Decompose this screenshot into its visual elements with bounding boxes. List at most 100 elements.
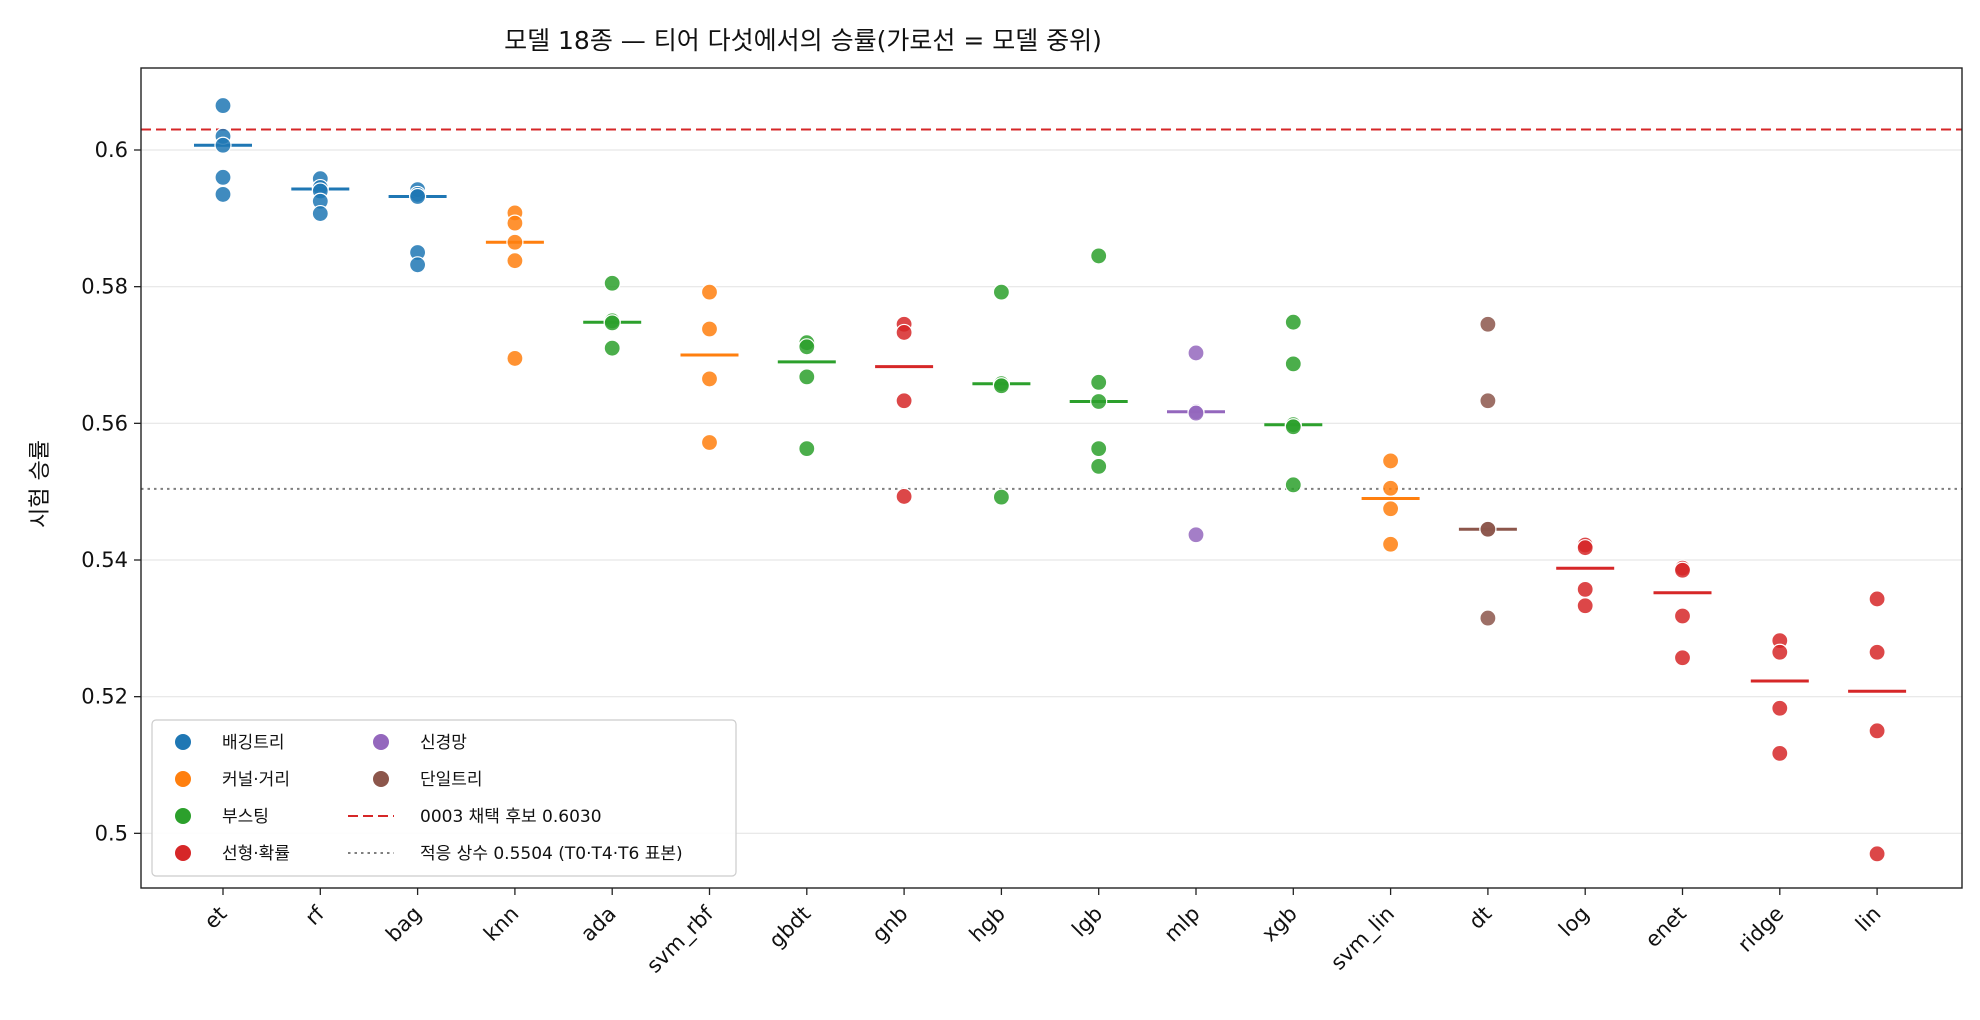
data-point-gnb (895, 323, 913, 342)
x-tick-label-bag: bag (381, 902, 426, 947)
y-tick-label: 0.58 (81, 275, 128, 299)
x-tick-label-et: et (200, 902, 232, 934)
data-point-ada (603, 274, 621, 292)
data-point-gnb (895, 392, 913, 410)
data-point-gbdt (798, 440, 816, 458)
data-point-mlp (1187, 344, 1205, 362)
data-point-dt (1479, 609, 1497, 627)
x-tick-label-svm_lin: svm_lin (1326, 902, 1400, 976)
data-point-enet (1673, 561, 1692, 579)
x-tick-label-gbdt: gbdt (764, 902, 815, 953)
data-point-lgb (1090, 440, 1108, 458)
data-point-ridge (1771, 744, 1789, 762)
data-point-lgb (1090, 373, 1108, 391)
data-point-gbdt (798, 368, 816, 386)
data-point-lgb (1090, 457, 1108, 475)
data-point-svm_rbf (700, 320, 719, 338)
legend-label-neural: 신경망 (420, 733, 467, 753)
plot-frame (140, 67, 1963, 889)
data-point-svm_rbf (700, 283, 719, 301)
x-axis-ticks: et rf bag knn ada svm_rbf gbdt gnb hgb lgb mlp xgb s… (200, 888, 1886, 978)
data-point-bag (409, 187, 427, 206)
x-tick-label-lin: lin (1851, 902, 1886, 937)
data-point-svm_lin (1381, 500, 1400, 518)
data-points (214, 96, 1886, 863)
x-tick-label-log: log (1554, 902, 1594, 942)
x-tick-label-rf: rf (301, 901, 330, 930)
x-tick-label-enet: enet (1641, 902, 1691, 952)
y-axis-label: 시험 승률 (28, 440, 53, 528)
x-tick-label-ridge: ridge (1733, 902, 1788, 957)
x-tick-label-dt: dt (1464, 902, 1496, 934)
x-tick-label-svm_rbf: svm_rbf (642, 901, 719, 978)
legend-label-ref-0: 0003 채택 후보 0.6030 (420, 807, 602, 827)
data-point-hgb (992, 488, 1011, 506)
data-point-xgb (1284, 476, 1302, 494)
data-point-xgb (1284, 355, 1302, 373)
data-point-svm_lin (1381, 479, 1400, 497)
data-point-svm_rbf (700, 370, 719, 388)
y-tick-label: 0.6 (95, 138, 128, 162)
data-point-lgb (1090, 392, 1108, 411)
data-point-log (1576, 597, 1594, 615)
data-point-svm_lin (1381, 535, 1400, 553)
data-point-lgb (1090, 247, 1108, 265)
x-tick-label-ada: ada (576, 902, 621, 947)
data-point-enet (1673, 607, 1692, 625)
data-point-dt (1479, 520, 1497, 538)
legend-label-ref-1: 적응 상수 0.5504 (T0·T4·T6 표본) (420, 844, 683, 864)
data-point-knn (506, 214, 524, 232)
data-point-hgb (992, 283, 1011, 301)
x-tick-label-lgb: lgb (1067, 902, 1107, 942)
data-point-et (214, 185, 232, 204)
data-point-log (1576, 539, 1594, 557)
x-tick-label-gnb: gnb (867, 902, 912, 947)
data-point-knn (506, 349, 524, 368)
data-point-gnb (895, 487, 913, 506)
data-point-mlp (1187, 404, 1205, 422)
grid-lines (141, 149, 1962, 834)
data-point-svm_rbf (700, 433, 719, 452)
data-point-ridge (1771, 699, 1789, 717)
y-tick-label: 0.54 (81, 548, 128, 572)
legend-marker-linear (175, 845, 191, 861)
legend-marker-kernel (175, 771, 191, 787)
legend-label-boosting: 부스팅 (222, 807, 269, 827)
y-tick-label: 0.5 (95, 821, 128, 845)
legend-label-linear: 선형·확률 (222, 844, 290, 864)
data-point-knn (506, 233, 524, 251)
legend-label-tree: 단일트리 (420, 770, 483, 790)
data-point-ada (603, 314, 621, 332)
data-point-knn (506, 252, 524, 270)
legend-marker-bagging (175, 734, 191, 750)
data-point-et (214, 168, 232, 186)
median-markers (194, 143, 1907, 693)
data-point-mlp (1187, 526, 1205, 544)
data-point-log (1576, 580, 1594, 598)
y-axis-ticks: 0.5 0.52 0.54 0.56 0.58 0.6 (81, 138, 141, 845)
legend-marker-neural (373, 734, 389, 750)
legend-label-kernel: 커널·거리 (222, 770, 290, 790)
data-point-ada (603, 339, 621, 357)
legend-label-bagging: 배깅트리 (222, 733, 285, 753)
x-tick-label-knn: knn (479, 902, 523, 946)
y-tick-label: 0.56 (81, 411, 128, 435)
x-tick-label-mlp: mlp (1160, 902, 1205, 947)
data-point-lin (1868, 722, 1886, 740)
data-point-lin (1868, 845, 1886, 863)
x-tick-label-hgb: hgb (965, 902, 1010, 947)
data-point-et (214, 136, 232, 154)
chart-title: 모델 18종 — 티어 다섯에서의 승률(가로선 = 모델 중위) (504, 26, 1102, 55)
data-point-lin (1868, 643, 1886, 661)
data-point-dt (1479, 392, 1497, 410)
legend-marker-tree (373, 771, 389, 787)
data-point-lin (1868, 590, 1886, 608)
x-tick-label-xgb: xgb (1257, 902, 1302, 947)
data-point-enet (1673, 649, 1692, 667)
data-point-xgb (1284, 313, 1302, 331)
data-point-ridge (1771, 643, 1789, 661)
y-tick-label: 0.52 (81, 685, 128, 709)
data-point-rf (311, 204, 329, 223)
legend-marker-boosting (175, 808, 191, 824)
